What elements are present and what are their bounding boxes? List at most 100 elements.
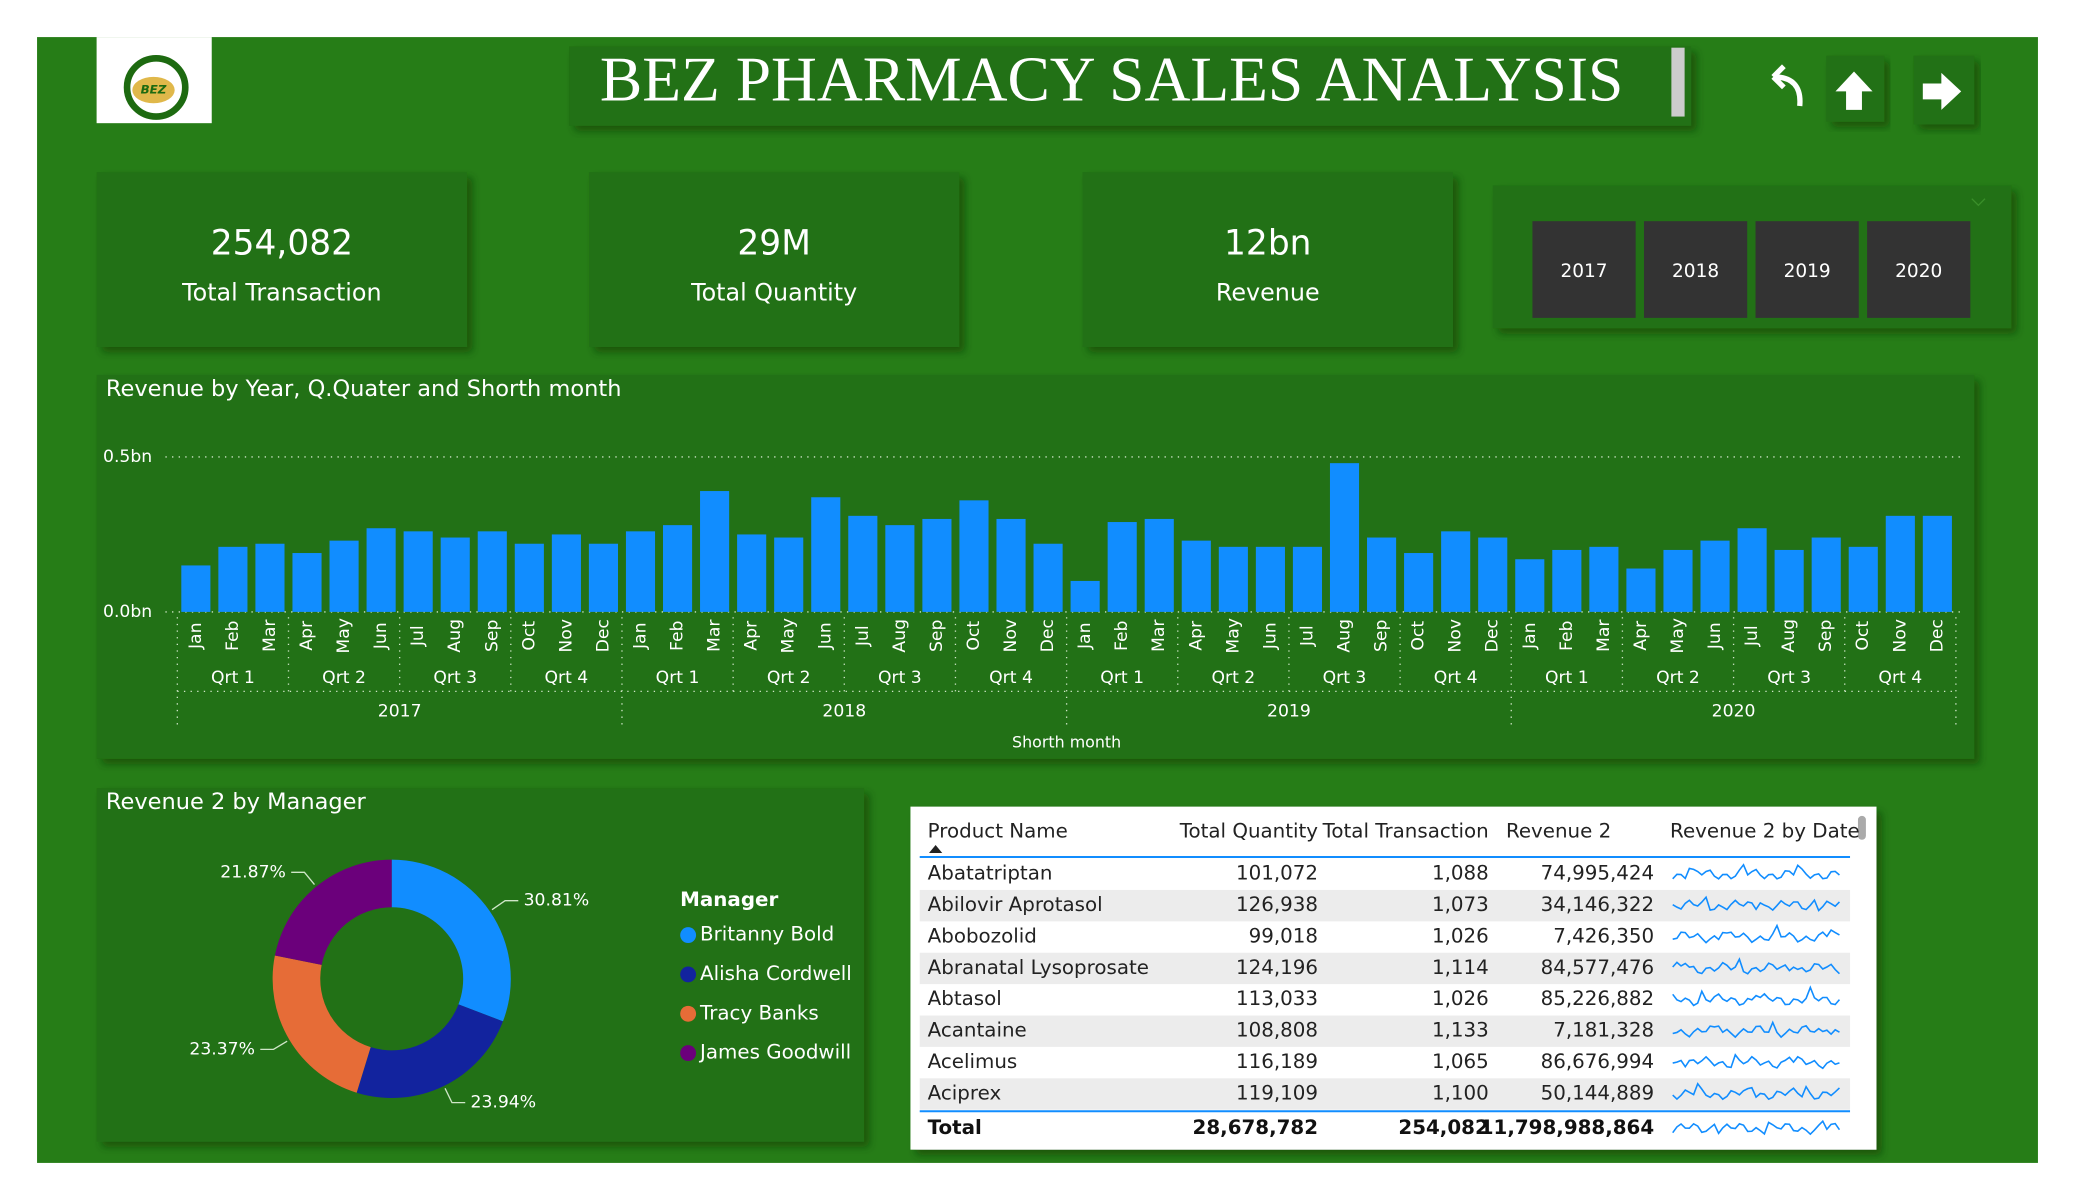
legend-label[interactable]: James Goodwill	[698, 1041, 851, 1064]
x-tick-label: Jan	[1075, 622, 1095, 650]
x-tick-label: Oct	[519, 621, 539, 651]
bar	[1441, 531, 1471, 612]
sparkline	[1672, 1082, 1840, 1101]
x-tick-label: Aug	[445, 619, 465, 653]
table-cell: 1,026	[1432, 924, 1489, 947]
donut-slice	[272, 955, 371, 1093]
bar	[1589, 546, 1619, 612]
legend-marker[interactable]	[680, 966, 697, 983]
x-tick-label: Nov	[1001, 619, 1021, 653]
x-tick-label: May	[779, 618, 799, 654]
bar	[625, 531, 656, 612]
bar	[366, 528, 396, 612]
x-tick-label: Nov	[1446, 619, 1466, 653]
data-label: 23.94%	[471, 1093, 537, 1113]
donut-slice	[356, 1004, 503, 1099]
year-button-label[interactable]: 2020	[1895, 261, 1942, 282]
x-tick-label: Dec	[1927, 619, 1947, 652]
legend-marker[interactable]	[680, 1045, 697, 1062]
up-button[interactable]	[1835, 71, 1873, 110]
chart-title: Revenue 2 by Manager	[106, 789, 367, 815]
x-tick-label: Mar	[260, 619, 280, 652]
slicer-dropdown[interactable]	[1971, 198, 1986, 207]
bar	[1663, 549, 1693, 612]
bar	[477, 531, 507, 612]
kpi-card	[588, 172, 960, 348]
scrollbar[interactable]	[1857, 815, 1866, 840]
x-tick-label: Apr	[1631, 620, 1651, 651]
donut-slice	[391, 859, 511, 1022]
column-header[interactable]: Total Quantity	[1179, 819, 1319, 842]
sparkline	[1672, 985, 1841, 1007]
year-button[interactable]	[1532, 221, 1636, 318]
x-tick-label: Nov	[1890, 619, 1910, 653]
table-cell: Aciprex	[928, 1081, 1002, 1104]
bar	[1107, 522, 1137, 612]
column-header[interactable]: Product Name	[928, 819, 1068, 842]
bar	[403, 531, 433, 612]
x-tick-label: Mar	[1594, 619, 1614, 652]
x-tick-label: Sep	[927, 620, 947, 652]
x-tick-label: Feb	[668, 621, 688, 651]
bar	[551, 534, 581, 612]
table-cell: Abobozolid	[928, 924, 1037, 947]
bar	[1885, 515, 1915, 612]
year-button[interactable]	[1643, 221, 1748, 318]
quarter-label: Qrt 4	[989, 668, 1033, 688]
year-button-label[interactable]: 2017	[1560, 261, 1607, 282]
legend-label[interactable]: Britanny Bold	[700, 923, 834, 946]
bar	[1552, 549, 1582, 612]
bar	[1478, 537, 1508, 612]
x-tick-label: May	[334, 618, 354, 654]
column-header[interactable]: Total Transaction	[1322, 819, 1489, 842]
year-button-label[interactable]: 2018	[1672, 261, 1719, 282]
table-cell: 1,073	[1432, 893, 1489, 916]
bar	[1367, 537, 1397, 612]
legend-label[interactable]: Alisha Cordwell	[700, 962, 852, 985]
total-cell: 254,082	[1398, 1116, 1488, 1139]
legend-marker[interactable]	[680, 927, 697, 944]
column-header[interactable]: Revenue 2	[1506, 819, 1611, 842]
x-tick-label: Apr	[1186, 620, 1206, 651]
quarter-label: Qrt 3	[433, 668, 477, 688]
quarter-label: Qrt 1	[1100, 668, 1144, 688]
legend-marker[interactable]	[680, 1005, 697, 1022]
x-tick-label: Jan	[631, 622, 651, 650]
logo-text: BEZ	[141, 83, 167, 97]
data-label: 30.81%	[524, 891, 590, 911]
kpi-value: 29M	[737, 224, 810, 264]
bar	[959, 500, 989, 612]
year-button-label[interactable]: 2019	[1784, 261, 1831, 282]
table-cell: 124,196	[1236, 956, 1318, 979]
legend-title: Manager	[680, 888, 778, 911]
legend-label[interactable]: Tracy Banks	[699, 1001, 819, 1024]
year-label: 2018	[822, 701, 866, 721]
bar	[996, 518, 1026, 612]
bar	[1292, 546, 1323, 612]
year-button[interactable]	[1867, 221, 1971, 318]
table-cell: 99,018	[1249, 924, 1318, 947]
next-button[interactable]	[1922, 72, 1962, 110]
data-label: 23.37%	[189, 1039, 255, 1059]
bar	[440, 537, 470, 612]
table-cell: Acantaine	[928, 1019, 1027, 1042]
year-button[interactable]	[1755, 221, 1859, 318]
bar	[1774, 549, 1804, 612]
bar	[811, 497, 841, 612]
table-cell: 84,577,476	[1541, 956, 1655, 979]
back-button[interactable]	[1771, 64, 1803, 107]
x-tick-label: Apr	[742, 620, 762, 651]
x-tick-label: Jun	[371, 622, 391, 650]
table-cell: 1,133	[1432, 1019, 1489, 1042]
x-tick-label: Nov	[556, 619, 576, 653]
column-header[interactable]: Revenue 2 by Date	[1670, 819, 1860, 842]
x-tick-label: Feb	[223, 621, 243, 651]
table-cell: 7,426,350	[1553, 924, 1654, 947]
data-label: 21.87%	[220, 862, 286, 882]
row-band	[919, 1078, 1851, 1110]
bar	[1329, 463, 1360, 612]
bar	[1811, 537, 1841, 612]
x-axis-title: Shorth month	[1012, 733, 1121, 752]
table-cell: Abranatal Lysoprosate	[928, 956, 1149, 979]
